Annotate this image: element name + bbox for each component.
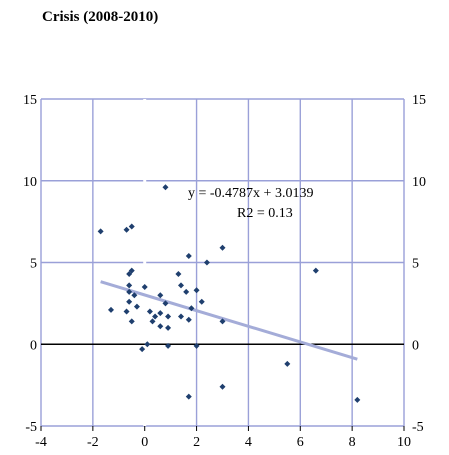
y-tick-label-left: 15 [23, 93, 37, 108]
data-point [123, 308, 130, 315]
data-point [165, 313, 172, 320]
x-tick-label: -4 [35, 435, 47, 450]
data-point [175, 270, 182, 277]
data-point [144, 341, 151, 348]
data-point [165, 342, 172, 349]
trendline [100, 280, 358, 361]
data-point [108, 306, 115, 313]
data-point [198, 298, 205, 305]
data-point [185, 252, 192, 259]
data-point [126, 282, 133, 289]
y-tick-label-right: 5 [412, 257, 419, 272]
data-point [128, 267, 135, 274]
trendline-r2: R2 = 0.13 [237, 206, 293, 221]
data-point [128, 223, 135, 230]
data-point [284, 360, 291, 367]
data-point [188, 305, 195, 312]
data-point [141, 284, 148, 291]
x-tick-label: 2 [193, 435, 200, 450]
chart-title: Crisis (2008-2010) [42, 9, 159, 25]
data-point [149, 318, 156, 325]
data-point [152, 313, 159, 320]
x-tick-label: -2 [87, 435, 99, 450]
data-point [183, 288, 190, 295]
y-tick-label-left: 10 [23, 175, 37, 190]
data-points [97, 184, 361, 403]
x-tick-label: 0 [141, 435, 148, 450]
data-point [203, 259, 210, 266]
data-point [219, 318, 226, 325]
x-tick-label: 6 [297, 435, 304, 450]
data-point [97, 228, 104, 235]
y-tick-label-right: 10 [412, 175, 426, 190]
data-point [123, 226, 130, 233]
y-tick-label-left: 5 [30, 257, 37, 272]
data-point [178, 313, 185, 320]
y-tick-label-right: -5 [412, 420, 424, 435]
data-point [128, 318, 135, 325]
data-point [193, 287, 200, 294]
data-point [126, 298, 133, 305]
data-point [133, 303, 140, 310]
data-point [139, 346, 146, 353]
grid-lines [40, 98, 405, 427]
axes [40, 99, 405, 431]
data-point [165, 324, 172, 331]
data-point [185, 316, 192, 323]
trendline-equation: y = -0.4787x + 3.0139 [188, 186, 313, 201]
data-point [162, 184, 169, 191]
y-tick-label-right: 0 [412, 338, 419, 353]
data-point [146, 308, 153, 315]
data-point [312, 267, 319, 274]
y-tick-label-left: -5 [25, 420, 37, 435]
data-point [185, 393, 192, 400]
y-tick-label-right: 15 [412, 93, 426, 108]
data-point [157, 292, 164, 299]
x-tick-label: 4 [245, 435, 252, 450]
data-point [157, 310, 164, 317]
data-point [162, 300, 169, 307]
data-point [126, 288, 133, 295]
data-point [354, 396, 361, 403]
data-point [157, 323, 164, 330]
data-point [131, 292, 138, 299]
x-tick-label: 8 [349, 435, 356, 450]
data-point [178, 282, 185, 289]
data-point [219, 383, 226, 390]
x-tick-label: 10 [397, 435, 411, 450]
trendline-layer [100, 280, 358, 361]
trendline-annotation: y = -0.4787x + 3.0139 R2 = 0.13 [188, 186, 313, 221]
data-point [219, 244, 226, 251]
y-tick-label-left: 0 [30, 338, 37, 353]
data-point [193, 342, 200, 349]
